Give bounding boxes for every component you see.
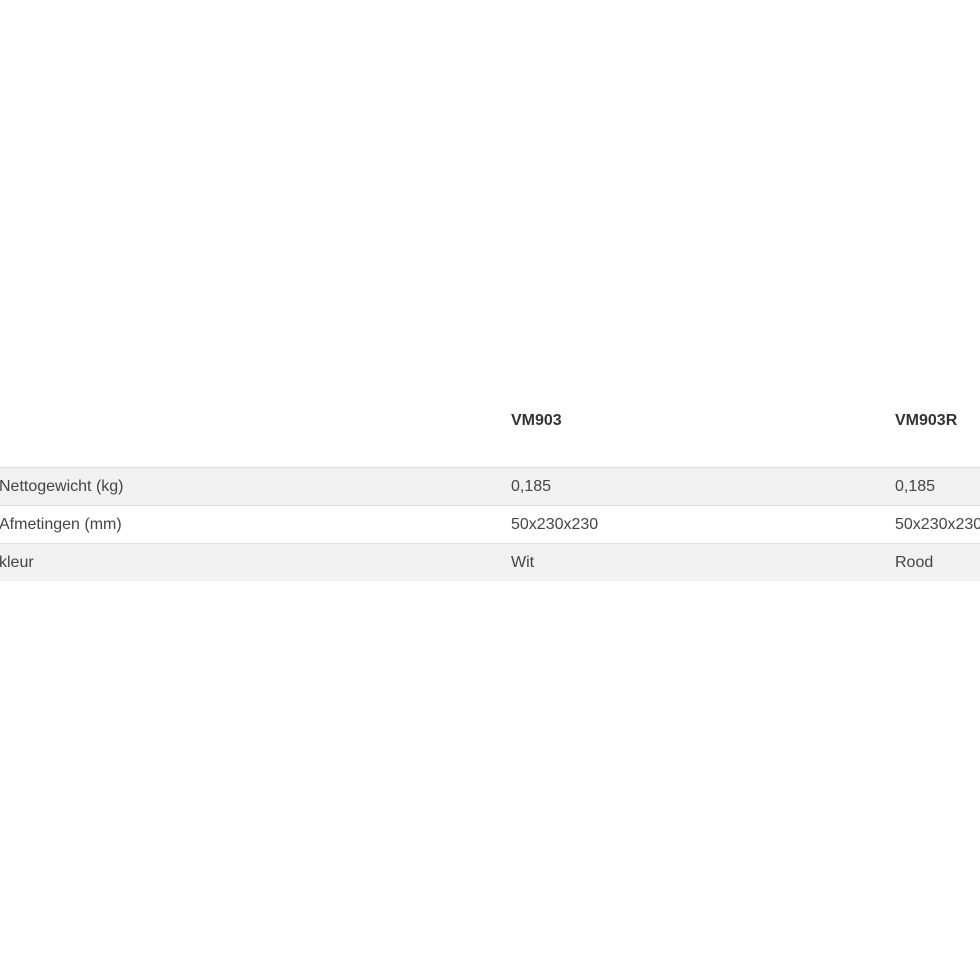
cell-value: 0,185 xyxy=(511,478,552,495)
cell-value: 50x230x230 xyxy=(895,516,980,533)
cell-value: 0,185 xyxy=(895,478,936,495)
row-label: Nettogewicht (kg) xyxy=(0,478,124,495)
row-label: Afmetingen (mm) xyxy=(0,516,122,533)
row-label: kleur xyxy=(0,554,34,571)
column-header: VM903R xyxy=(895,412,958,429)
column-header: VM903 xyxy=(511,412,562,429)
table-row: Afmetingen (mm) 50x230x230 50x230x230 xyxy=(0,505,980,543)
cell-value: Rood xyxy=(895,554,934,571)
table-row: Nettogewicht (kg) 0,185 0,185 xyxy=(0,467,980,505)
cell-value: Wit xyxy=(511,554,535,571)
cell-value: 50x230x230 xyxy=(511,516,599,533)
table-row: kleur Wit Rood xyxy=(0,543,980,581)
